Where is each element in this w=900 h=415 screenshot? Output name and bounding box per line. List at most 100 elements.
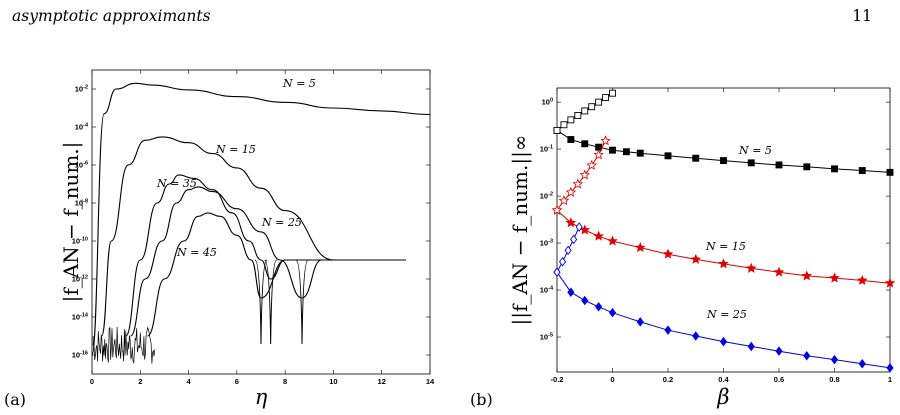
plot-a-ytick-label: 10-8 [75, 199, 88, 208]
plot-a-xtick-label: 0 [90, 377, 94, 386]
plot-a-ytick-label-exp: -14 [80, 313, 89, 319]
plot-b-marker-star [607, 235, 618, 246]
plot-a-dip [254, 259, 268, 345]
plot-b-frame [556, 87, 891, 373]
plot-b-ytick-label-base: 10 [540, 286, 548, 295]
plot-a-series-line [130, 186, 406, 337]
plot-b-xtick-label: 1 [888, 375, 892, 384]
plot-b-ytick-label-base: 10 [540, 239, 548, 248]
plot-b-ytick-label: 10-3 [540, 239, 553, 248]
plot-b-marker-star [829, 272, 840, 283]
plot-a-xtick-label: 2 [138, 377, 142, 386]
plot-b-marker-square [692, 154, 700, 162]
plot-b-marker-square [664, 152, 672, 160]
plot-b-ytick-label-exp: -5 [548, 333, 553, 339]
plot-a-curve-label: N = 25 [261, 216, 302, 229]
plot-b-marker-diamond [719, 336, 728, 347]
plot-a-xtick-label: 12 [378, 377, 386, 386]
plot-a-curve-label: N = 15 [215, 143, 256, 156]
plot-b-marker-diamond [558, 257, 567, 267]
plot-a-series-line [91, 82, 431, 356]
plot-b-xtick-label: -0.2 [551, 375, 564, 384]
plot-b-ytick-label: 10-5 [540, 333, 553, 342]
plot-b-ytick-label: 10-1 [540, 145, 553, 154]
plot-b-curve-label: N = 25 [706, 308, 747, 321]
plot-b-ytick-label-exp: -2 [548, 192, 553, 198]
plot-a-ytick-label: 10-2 [75, 85, 88, 94]
plot-b-marker-star [558, 195, 570, 206]
plot-a-ytick-label: 10-16 [72, 351, 88, 360]
plot-a-xtick-label: 6 [235, 377, 239, 386]
plot-b-curve-label: N = 5 [738, 144, 772, 157]
plot-b-marker-square [567, 116, 575, 124]
plot-b-ytick-label: 10-2 [540, 192, 553, 201]
plot-b-marker-diamond [564, 245, 572, 256]
plot-a-ytick-label-exp: -16 [80, 351, 88, 357]
plot-a-dip [295, 259, 309, 345]
plot-a-series-line [125, 174, 406, 337]
plot-a-ytick-label-base: 10 [72, 237, 80, 246]
plot-b-marker-star [572, 178, 584, 189]
plot-a-frame [91, 69, 431, 375]
plot-b-marker-square [636, 149, 644, 157]
plot-a-ytick-label-exp: -10 [80, 237, 88, 243]
plot-a-xtick-label: 8 [283, 377, 287, 386]
plot-b-marker-star [857, 274, 868, 285]
plot-b-marker-star [593, 230, 604, 241]
plot-b-marker-diamond [858, 358, 866, 369]
plot-b-ytick-label-exp: -4 [548, 286, 554, 292]
panel-b-label: (b) [470, 390, 493, 409]
plot-b-marker-square [886, 168, 894, 176]
plot-b-marker-square [803, 163, 811, 171]
plot-b-marker-diamond [570, 234, 578, 245]
plot-b-ytick-label-exp: 0 [550, 98, 553, 104]
plot-b-marker-star [801, 270, 812, 281]
plot-a-ytick-label-exp: -8 [83, 199, 88, 205]
plot-b-marker-diamond [567, 287, 575, 297]
plot-b-marker-star [884, 277, 896, 288]
plot-b-marker-star [600, 135, 611, 146]
plot-a-ytick-label-base: 10 [72, 313, 80, 322]
plot-b-marker-star [593, 149, 604, 160]
plot-b-marker-square [581, 140, 589, 148]
plot-b-xtick-label: 0.4 [718, 375, 729, 384]
plot-b-ytick-label: 100 [542, 98, 553, 107]
plot-b-marker-square [567, 136, 575, 143]
plot-b-marker-diamond [692, 331, 700, 341]
plot-b-marker-diamond [803, 350, 811, 361]
plot-a-ytick-label: 10-12 [72, 275, 88, 284]
plot-b-xlabel: β [716, 385, 729, 409]
plot-a-ytick-label: 10-6 [75, 161, 88, 170]
plot-b-marker-square [602, 94, 610, 102]
plot-a-curve-label: N = 5 [282, 77, 316, 90]
plot-b-marker-square [609, 146, 616, 154]
plot-a-noise-floor [92, 326, 156, 365]
plot-b-marker-star [586, 159, 598, 170]
plot-a-xlabel: η [255, 385, 268, 409]
plot-b-marker-star [690, 253, 701, 264]
plot-b-marker-star [565, 186, 577, 197]
plot-b-ylabel: ||f_AN − f_num.||∞ [508, 135, 533, 326]
plot-b-marker-star [565, 217, 577, 228]
plot-a-ytick-label-exp: -6 [83, 161, 88, 167]
plot-b-ytick-label-base: 10 [542, 98, 550, 107]
plot-a-ytick-label: 10-10 [72, 237, 88, 246]
plot-a-ytick-label: 10-14 [72, 313, 89, 322]
plot-b-marker-diamond [595, 302, 603, 312]
plot-b-marker-square [775, 161, 783, 169]
plot-b-ytick-label-base: 10 [540, 145, 548, 154]
plot-b-marker-square [609, 89, 616, 97]
plot-a-ytick-label-base: 10 [72, 275, 80, 284]
plot-b-marker-diamond [664, 325, 672, 335]
plot-b-marker-star [579, 169, 590, 180]
page-number: 11 [852, 7, 872, 25]
plot-b-ytick-label-base: 10 [540, 192, 548, 201]
plot-a-ytick-label-base: 10 [75, 199, 83, 208]
plot-b-ytick-label-exp: -1 [548, 145, 553, 151]
plot-b-marker-diamond [886, 363, 894, 373]
plot-b-marker-star [635, 242, 646, 253]
plot-b-marker-square [831, 165, 838, 173]
plot-b-marker-square [595, 98, 603, 106]
plot-a-ytick-label-base: 10 [75, 161, 83, 170]
